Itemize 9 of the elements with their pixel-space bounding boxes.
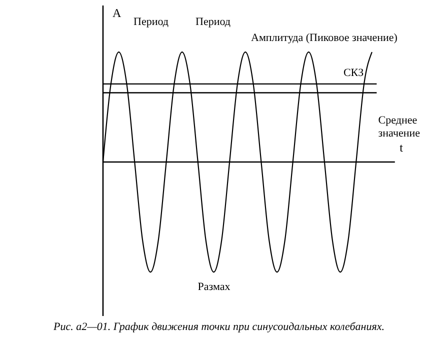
text: Размах bbox=[198, 281, 231, 293]
ref-line-label: СКЗ bbox=[343, 66, 364, 79]
x-axis-title: t bbox=[400, 140, 404, 155]
text: Амплитуда (Пиковое значение) bbox=[251, 32, 398, 44]
y-axis-title: A bbox=[112, 6, 122, 20]
text: Период bbox=[196, 16, 231, 28]
text: Рис. а2—01. График движения точки при синусоидальных колебаниях. bbox=[52, 321, 384, 333]
ref-line-label: Среднее значение bbox=[378, 114, 420, 140]
text: Период bbox=[134, 16, 169, 28]
